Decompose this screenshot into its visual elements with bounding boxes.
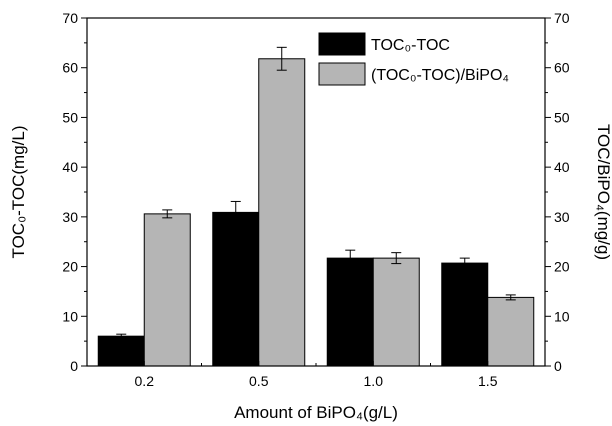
left-y-tick-label-20: 20 <box>62 259 78 275</box>
legend: TOC₀-TOC (TOC₀-TOC)/BiPO₄ <box>318 32 509 86</box>
left-y-tick-label-70: 70 <box>62 10 78 26</box>
bar-toc-per-bipo4-1.0 <box>372 257 420 367</box>
right-y-tick-label-50: 50 <box>554 109 570 125</box>
legend-label-1: (TOC₀-TOC)/BiPO₄ <box>371 67 509 84</box>
right-y-tick-label-60: 60 <box>554 60 570 76</box>
x-tick-label-0.5: 0.5 <box>249 373 269 389</box>
bar-toc-per-bipo4-1.5 <box>487 296 535 367</box>
right-y-tick-label-30: 30 <box>554 209 570 225</box>
bar-toc-per-bipo4-0.2 <box>143 213 191 367</box>
left-y-axis-label: TOC₀-TOC(mg/L) <box>9 126 28 259</box>
left-y-tick-label-50: 50 <box>62 109 78 125</box>
left-y-tick-label-30: 30 <box>62 209 78 225</box>
bar-toc-per-bipo4-0.5 <box>258 58 306 367</box>
right-y-axis-label: TOC/BiPO₄(mg/g) <box>594 124 612 260</box>
right-y-axis: 0 10 20 30 40 50 60 70 <box>545 10 570 374</box>
legend-swatch-0 <box>318 32 366 56</box>
left-y-tick-label-10: 10 <box>62 308 78 324</box>
x-axis-label: Amount of BiPO₄(g/L) <box>234 403 398 422</box>
right-y-tick-label-10: 10 <box>554 308 570 324</box>
legend-label-0: TOC₀-TOC <box>371 37 450 54</box>
bar-toc-removed-1.5 <box>441 262 489 367</box>
left-y-tick-label-0: 0 <box>70 358 78 374</box>
right-y-tick-label-70: 70 <box>554 10 570 26</box>
left-y-tick-label-40: 40 <box>62 159 78 175</box>
right-y-tick-label-40: 40 <box>554 159 570 175</box>
x-tick-label-1.0: 1.0 <box>364 373 384 389</box>
x-tick-label-0.2: 0.2 <box>135 373 155 389</box>
bars-layer <box>97 58 535 367</box>
legend-swatch-1 <box>318 62 366 86</box>
right-y-tick-label-20: 20 <box>554 259 570 275</box>
error-bars-layer <box>116 46 516 339</box>
bar-toc-removed-0.2 <box>97 335 145 367</box>
bar-toc-removed-0.5 <box>212 211 260 367</box>
left-y-tick-label-60: 60 <box>62 60 78 76</box>
x-axis-ticks: 0.2 0.5 1.0 1.5 <box>135 361 498 389</box>
left-y-axis: 0 10 20 30 40 50 60 70 <box>62 10 87 374</box>
x-tick-label-1.5: 1.5 <box>478 373 498 389</box>
right-y-tick-label-0: 0 <box>554 358 562 374</box>
bar-toc-removed-1.0 <box>326 257 374 367</box>
